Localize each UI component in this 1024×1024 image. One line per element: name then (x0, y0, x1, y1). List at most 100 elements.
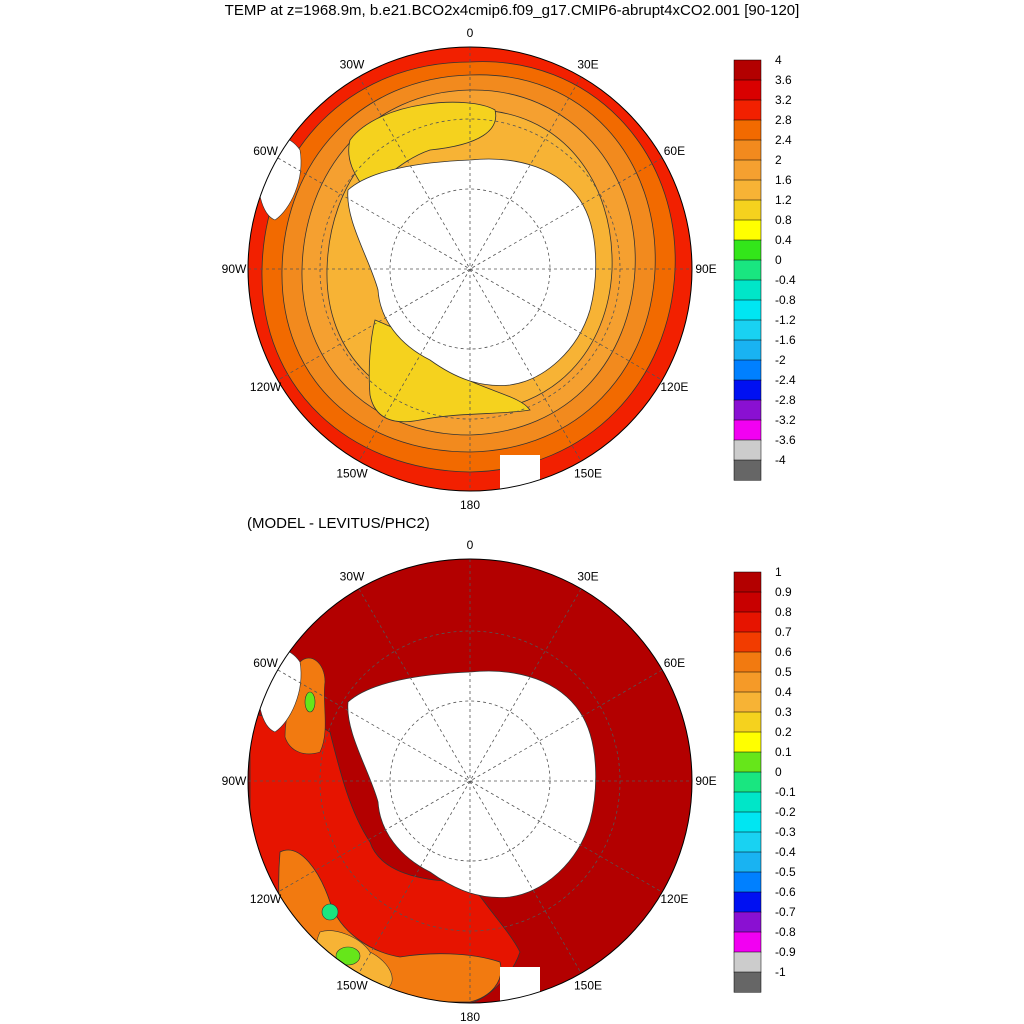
top-colorbar-label: 1.2 (775, 193, 792, 207)
bottom-land-newzealand (500, 967, 540, 1003)
top-colorbar-label: -3.2 (775, 413, 796, 427)
bottom-map-panel: 0 30E 60E 90E 120E 150E 180 150W 120W 90W 60W 30W 1… (0, 512, 1024, 1024)
bottom-colorbar-swatch (733, 771, 762, 793)
top-colorbar-label: 1.6 (775, 173, 792, 187)
bottom-colorbar-label: 0.5 (775, 665, 792, 679)
bottom-colorbar-label: 0.6 (775, 645, 792, 659)
bottom-colorbar-swatch (733, 611, 762, 633)
top-colorbar-swatch (733, 379, 762, 401)
top-lon-label: 120E (660, 380, 688, 394)
top-map-svg: 0 30E 60E 90E 120E 150E 180 150W 120W 90W 60W 30W 4… (222, 26, 796, 512)
bottom-colorbar-label: -0.5 (775, 865, 796, 879)
bottom-colorbar-label: 0.3 (775, 705, 792, 719)
top-colorbar-swatch (733, 139, 762, 161)
top-lon-label: 30W (340, 58, 365, 72)
bottom-colorbar-label: -0.2 (775, 805, 796, 819)
top-colorbar-swatch (733, 259, 762, 281)
bottom-colorbar-swatch (733, 811, 762, 833)
bottom-lon-label: 90E (695, 774, 716, 788)
bottom-colorbar-swatch (733, 891, 762, 913)
bottom-lon-label: 150W (336, 978, 368, 992)
bottom-colorbar-swatch (733, 791, 762, 813)
bottom-lon-label: 90W (222, 774, 247, 788)
top-colorbar-swatch (733, 399, 762, 421)
bottom-colorbar-swatch (733, 651, 762, 673)
top-colorbar-swatch (733, 359, 762, 381)
bottom-colorbar-swatch (733, 871, 762, 893)
top-colorbar-label: 3.6 (775, 73, 792, 87)
bottom-lon-label: 120E (660, 892, 688, 906)
top-colorbar-swatch (733, 79, 762, 101)
bottom-colorbar-label: -0.9 (775, 945, 796, 959)
top-lon-label: 180 (460, 498, 480, 512)
top-lon-label: 60E (664, 144, 685, 158)
bottom-colorbar-label: -1 (775, 965, 786, 979)
top-longitude-labels: 0 30E 60E 90E 120E 150E 180 150W 120W 90W 60W 30W (222, 26, 717, 512)
plot-title: TEMP at z=1968.9m, b.e21.BCO2x4cmip6.f09… (224, 2, 800, 19)
bottom-colorbar-label: -0.4 (775, 845, 796, 859)
top-colorbar-swatch (733, 159, 762, 181)
bottom-lon-label: 30E (577, 570, 598, 584)
plot-subtitle: (MODEL - LEVITUS/PHC2) (247, 515, 430, 532)
top-colorbar-swatch (733, 439, 762, 461)
top-colorbar-label: -4 (775, 453, 786, 467)
bottom-colorbar-label: 0.8 (775, 605, 792, 619)
bottom-colorbar-swatch (733, 711, 762, 733)
top-lon-label: 90W (222, 262, 247, 276)
bottom-longitude-labels: 0 30E 60E 90E 120E 150E 180 150W 120W 90W 60W 30W (222, 538, 717, 1024)
top-map-panel: 0 30E 60E 90E 120E 150E 180 150W 120W 90W 60W 30W 4… (222, 26, 796, 512)
top-lon-label: 90E (695, 262, 716, 276)
top-colorbar-swatch (733, 279, 762, 301)
bottom-colorbar-label: 0.7 (775, 625, 792, 639)
top-colorbar-swatch (733, 99, 762, 121)
top-colorbar-label: 2.4 (775, 133, 792, 147)
top-colorbar-label: -1.6 (775, 333, 796, 347)
top-lon-label: 60W (253, 144, 278, 158)
top-colorbar-label: 0.8 (775, 213, 792, 227)
bottom-colorbar-label: 1 (775, 565, 782, 579)
top-colorbar-swatch (733, 299, 762, 321)
bottom-colorbar-swatch (733, 691, 762, 713)
top-colorbar-swatch (733, 419, 762, 441)
top-colorbar-swatch (733, 199, 762, 221)
top-colorbar-swatch (733, 319, 762, 341)
bottom-colorbar: 1 0.9 0.8 0.7 0.6 0.5 0.4 0.3 0.2 0.1 0 -0.1 -0.2 -0.… (733, 565, 796, 993)
bottom-colorbar-swatch (733, 631, 762, 653)
top-colorbar-swatch (733, 239, 762, 261)
bottom-colorbar-swatch (733, 671, 762, 693)
bottom-anom-core (335, 946, 361, 966)
bottom-anom-core-3 (304, 691, 316, 713)
bottom-colorbar-label: 0.2 (775, 725, 792, 739)
bottom-colorbar-swatch (733, 931, 762, 953)
top-colorbar-label: -0.4 (775, 273, 796, 287)
bottom-lon-label: 30W (340, 570, 365, 584)
top-colorbar-label: 3.2 (775, 93, 792, 107)
top-colorbar-label: 2 (775, 153, 782, 167)
top-colorbar-swatch (733, 119, 762, 141)
bottom-colorbar-label: 0.1 (775, 745, 792, 759)
top-colorbar-label: -0.8 (775, 293, 796, 307)
bottom-colorbar-swatch (733, 751, 762, 773)
top-colorbar-label: 0 (775, 253, 782, 267)
top-colorbar-label: 4 (775, 53, 782, 67)
top-colorbar-label: 0.4 (775, 233, 792, 247)
top-map-field (248, 47, 692, 491)
top-lon-label: 150W (336, 466, 368, 480)
top-colorbar-swatch (733, 339, 762, 361)
bottom-anom-core-2 (321, 903, 339, 921)
top-colorbar-label: -2.4 (775, 373, 796, 387)
bottom-lon-label: 0 (467, 538, 474, 552)
bottom-colorbar-label: 0.9 (775, 585, 792, 599)
bottom-map-border (247, 558, 693, 1004)
top-lon-label: 150E (574, 466, 602, 480)
bottom-colorbar-swatch (733, 571, 762, 593)
top-colorbar-swatch (733, 459, 762, 481)
top-colorbar-label: -1.2 (775, 313, 796, 327)
top-colorbar-swatch (733, 59, 762, 81)
top-colorbar-swatch (733, 179, 762, 201)
top-colorbar-swatch (733, 219, 762, 241)
bottom-lon-label: 60W (253, 656, 278, 670)
bottom-colorbar-swatch (733, 851, 762, 873)
top-lon-label: 30E (577, 58, 598, 72)
bottom-colorbar-label: -0.7 (775, 905, 796, 919)
